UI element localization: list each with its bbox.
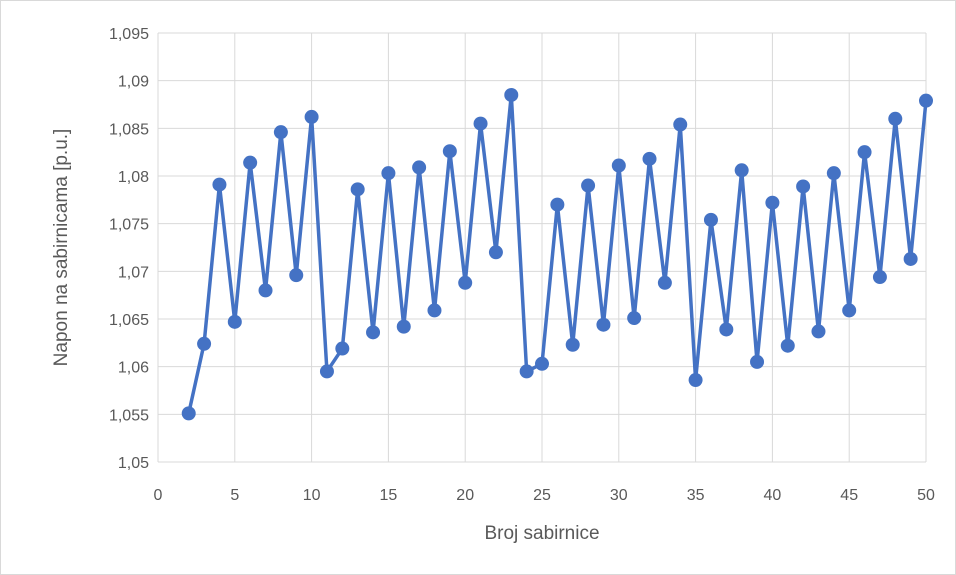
data-point: [565, 337, 580, 352]
data-point: [627, 311, 642, 326]
y-tick-label: 1,05: [118, 455, 149, 472]
data-point: [703, 212, 718, 227]
data-point: [473, 116, 488, 131]
data-point: [273, 125, 288, 140]
data-point: [366, 325, 381, 340]
data-point: [780, 338, 795, 353]
x-tick-label: 40: [764, 487, 782, 504]
data-point: [458, 275, 473, 290]
x-tick-label: 30: [610, 487, 628, 504]
data-point: [504, 87, 519, 102]
data-point: [611, 158, 626, 173]
data-point: [181, 406, 196, 421]
y-tick-label: 1,065: [109, 312, 149, 329]
data-point: [919, 93, 933, 108]
data-point: [826, 166, 841, 181]
x-axis-title: Broj sabirnice: [484, 523, 599, 544]
data-point: [304, 109, 319, 124]
data-point: [212, 177, 227, 192]
y-tick-label: 1,06: [118, 360, 149, 377]
data-point: [857, 145, 872, 160]
data-point: [688, 373, 703, 388]
y-tick-label: 1,075: [109, 217, 149, 234]
y-tick-label: 1,08: [118, 169, 149, 186]
data-point: [488, 245, 503, 260]
y-tick-label: 1,07: [118, 264, 149, 281]
x-tick-label: 35: [687, 487, 705, 504]
data-point: [350, 182, 365, 197]
data-point: [535, 356, 549, 371]
data-points: [181, 87, 933, 421]
data-point: [903, 251, 918, 266]
data-point: [642, 151, 657, 166]
data-point: [842, 303, 857, 318]
data-point: [427, 303, 442, 318]
y-tick-label: 1,095: [109, 26, 149, 43]
data-point: [381, 166, 396, 181]
data-point: [872, 270, 887, 285]
y-tick-label: 1,09: [118, 74, 149, 91]
x-tick-label: 5: [230, 487, 239, 504]
data-point: [396, 319, 411, 334]
data-point: [657, 275, 672, 290]
data-point: [596, 317, 611, 332]
data-point: [673, 117, 688, 132]
y-tick-label: 1,085: [109, 121, 149, 138]
y-axis-title: Napon na sabirnicama [p.u.]: [51, 129, 72, 367]
y-axis-tick-labels: 1,05 1,055 1,06 1,065 1,07 1,075 1,08 1,085 1,09…: [109, 26, 149, 472]
data-point: [550, 197, 565, 212]
x-tick-label: 25: [533, 487, 551, 504]
x-tick-label: 50: [917, 487, 935, 504]
x-axis-tick-labels: 0 5 10 15 20 25 30 35 40 45 50: [154, 487, 935, 504]
data-point: [227, 314, 242, 329]
data-point: [734, 163, 749, 178]
data-point: [888, 111, 903, 126]
data-point: [319, 364, 334, 379]
data-point: [811, 324, 826, 339]
data-point: [258, 283, 273, 298]
data-point: [412, 160, 427, 175]
x-tick-label: 20: [456, 487, 474, 504]
data-point: [765, 195, 780, 210]
data-point: [750, 354, 765, 369]
data-point: [243, 155, 258, 170]
data-point: [197, 336, 212, 351]
data-point: [335, 341, 350, 356]
data-point: [719, 322, 734, 337]
data-point: [519, 364, 534, 379]
gridlines: [157, 32, 927, 462]
x-tick-label: 15: [380, 487, 398, 504]
y-tick-label: 1,055: [109, 407, 149, 424]
data-point: [581, 178, 596, 193]
x-tick-label: 45: [840, 487, 858, 504]
x-tick-label: 0: [154, 487, 163, 504]
data-point: [442, 144, 457, 159]
x-tick-label: 10: [303, 487, 321, 504]
data-point: [289, 268, 304, 283]
data-point: [796, 179, 811, 194]
